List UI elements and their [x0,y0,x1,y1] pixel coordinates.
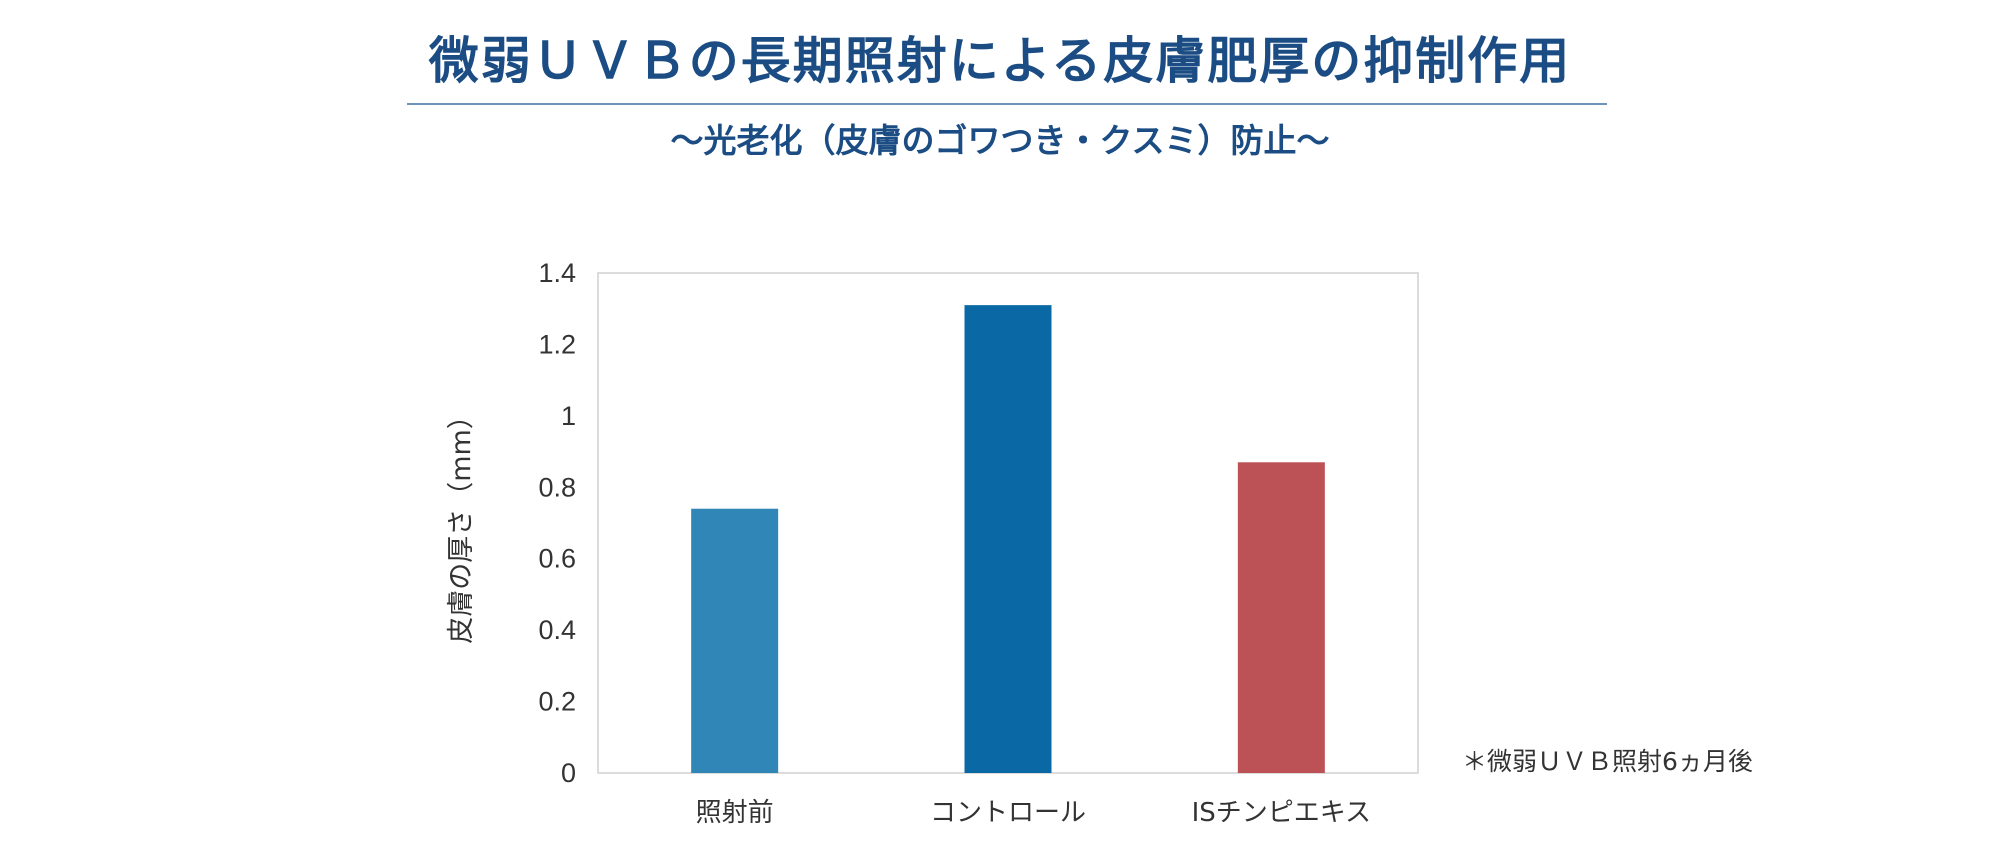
y-tick-label: 1.2 [538,329,576,359]
title-underline [407,103,1607,105]
y-tick-label: 1.4 [538,258,576,288]
y-tick-label: 0.4 [538,615,576,645]
footnote: ＊微弱ＵＶＢ照射6ヵ月後 [1462,747,1753,776]
x-category-label: コントロール [930,798,1086,828]
x-category-label: 照射前 [696,798,774,828]
y-axis-ticks: 0 0.2 0.4 0.6 0.8 1 1.2 1.4 [538,258,576,788]
bar [1237,462,1325,773]
x-category-label: ISチンピエキス [1192,798,1371,828]
bar [964,305,1052,773]
y-tick-label: 0.2 [538,687,576,717]
y-tick-label: 0 [561,758,576,788]
y-tick-label: 0.6 [538,544,576,574]
chart-subtitle: ～光老化（皮膚のゴワつき・クスミ）防止～ [670,121,1330,160]
bar [691,508,779,773]
bars-group [691,305,1325,773]
x-axis-categories: 照射前 コントロール ISチンピエキス [696,798,1371,828]
y-axis-label: 皮膚の厚さ（mm） [446,402,477,644]
y-tick-label: 0.8 [538,472,576,502]
chart-title: 微弱ＵＶＢの長期照射による皮膚肥厚の抑制作用 [428,32,1572,90]
y-tick-label: 1 [561,401,576,431]
